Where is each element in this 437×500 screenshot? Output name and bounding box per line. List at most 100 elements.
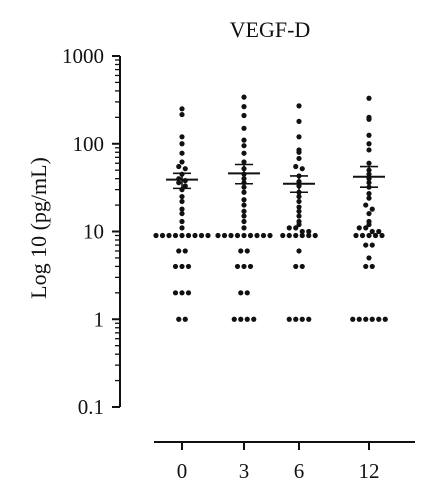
data-point <box>185 290 192 296</box>
data-point <box>366 141 372 147</box>
data-point <box>185 263 192 270</box>
data-point <box>182 166 188 172</box>
data-point <box>179 106 185 112</box>
data-point <box>179 111 185 118</box>
data-point <box>366 221 372 228</box>
data-point <box>359 232 366 239</box>
data-point <box>241 125 247 131</box>
data-point <box>296 155 302 162</box>
data-point <box>299 166 305 172</box>
data-point <box>234 263 241 270</box>
data-point <box>241 213 247 219</box>
y-ticks-group: 0.1 1 10 100 1000 <box>62 44 120 419</box>
data-point <box>363 316 369 322</box>
data-point <box>179 150 185 156</box>
data-point <box>179 198 185 205</box>
data-point <box>205 232 211 239</box>
data-point <box>296 118 302 124</box>
data-point <box>238 316 244 322</box>
data-point <box>296 221 302 228</box>
data-point <box>179 210 185 217</box>
data-point <box>179 159 185 165</box>
data-point <box>260 232 267 239</box>
data-point <box>241 137 247 143</box>
mean-sem-group <box>166 163 385 194</box>
data-point <box>366 147 372 153</box>
data-point <box>176 180 182 186</box>
data-point <box>366 116 372 122</box>
data-point <box>241 104 247 110</box>
data-point <box>296 198 302 205</box>
data-point <box>306 316 312 322</box>
data-point <box>296 248 302 254</box>
data-point <box>247 232 254 239</box>
data-point <box>234 232 241 239</box>
data-point <box>379 232 385 239</box>
data-point <box>293 232 299 239</box>
data-point <box>376 228 382 235</box>
data-point <box>241 184 247 190</box>
data-point <box>182 183 188 189</box>
data-point <box>296 213 302 219</box>
data-point <box>296 134 302 140</box>
data-point <box>172 263 179 270</box>
data-point <box>366 195 372 201</box>
data-point <box>296 193 302 200</box>
data-point <box>241 232 247 239</box>
data-point <box>241 202 247 208</box>
data-point <box>293 263 299 270</box>
data-point <box>353 232 359 239</box>
data-point <box>247 263 254 270</box>
data-point <box>172 232 179 239</box>
data-point <box>366 95 372 101</box>
data-point <box>241 150 247 156</box>
data-point <box>192 232 198 239</box>
data-point <box>176 316 182 322</box>
data-point <box>306 228 312 235</box>
data-point <box>176 248 182 254</box>
data-point <box>366 160 372 166</box>
data-point <box>179 134 185 140</box>
data-point <box>376 316 382 322</box>
data-point <box>251 316 257 322</box>
data-point <box>369 316 375 322</box>
data-point <box>159 232 166 239</box>
data-point <box>299 316 305 322</box>
data-point <box>241 143 247 149</box>
data-point <box>366 191 372 197</box>
x-tick-label: 6 <box>294 459 305 483</box>
data-point <box>363 202 369 208</box>
data-point <box>179 218 185 225</box>
x-ticks-group: 0 3 6 12 <box>177 442 380 483</box>
data-point <box>179 225 185 231</box>
x-tick-label: 0 <box>177 459 188 483</box>
chart-title: VEGF-D <box>230 17 311 42</box>
data-point <box>286 225 292 231</box>
data-point <box>182 316 188 322</box>
data-point <box>241 159 247 165</box>
data-point <box>221 232 228 239</box>
data-point <box>198 232 205 239</box>
data-point <box>296 208 302 214</box>
data-point <box>241 197 247 203</box>
x-tick-label: 3 <box>239 459 250 483</box>
data-point <box>244 290 250 296</box>
y-tick-label: 1000 <box>62 44 104 68</box>
data-point <box>241 208 247 214</box>
data-point <box>182 248 188 254</box>
data-point <box>372 232 379 239</box>
data-point <box>280 232 286 239</box>
data-point <box>356 225 362 231</box>
data-point <box>356 316 362 322</box>
data-point <box>369 228 375 235</box>
data-point <box>286 232 292 239</box>
data-point <box>366 210 372 217</box>
data-point <box>176 163 182 170</box>
data-point <box>296 103 302 109</box>
data-point <box>215 232 221 239</box>
data-point <box>153 232 159 239</box>
data-point <box>286 316 292 322</box>
y-tick-label: 100 <box>73 132 105 156</box>
data-point <box>312 232 318 239</box>
